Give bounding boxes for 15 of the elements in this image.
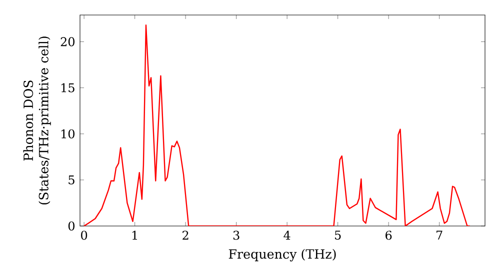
x-tick-label: 3: [233, 230, 240, 240]
y-tick-label: 5: [68, 175, 74, 184]
y-tick-label: 15: [61, 83, 74, 92]
x-tick-label: 2: [182, 230, 188, 240]
x-tick-label: 0: [81, 230, 88, 240]
x-tick-label: 5: [335, 230, 341, 240]
x-tick-label: 6: [386, 230, 392, 240]
y-tick-label: 0: [68, 221, 74, 231]
x-axis-title: Frequency (THz): [228, 248, 336, 262]
x-tick-label: 7: [436, 230, 442, 240]
x-tick-label: 4: [284, 230, 290, 240]
x-tick-label: 1: [132, 230, 137, 240]
y-tick-label: 10: [61, 129, 74, 138]
y-tick-label: 20: [60, 37, 74, 46]
y-axis-title: Phonon DOS (States/THz·primitive cell): [23, 36, 51, 204]
